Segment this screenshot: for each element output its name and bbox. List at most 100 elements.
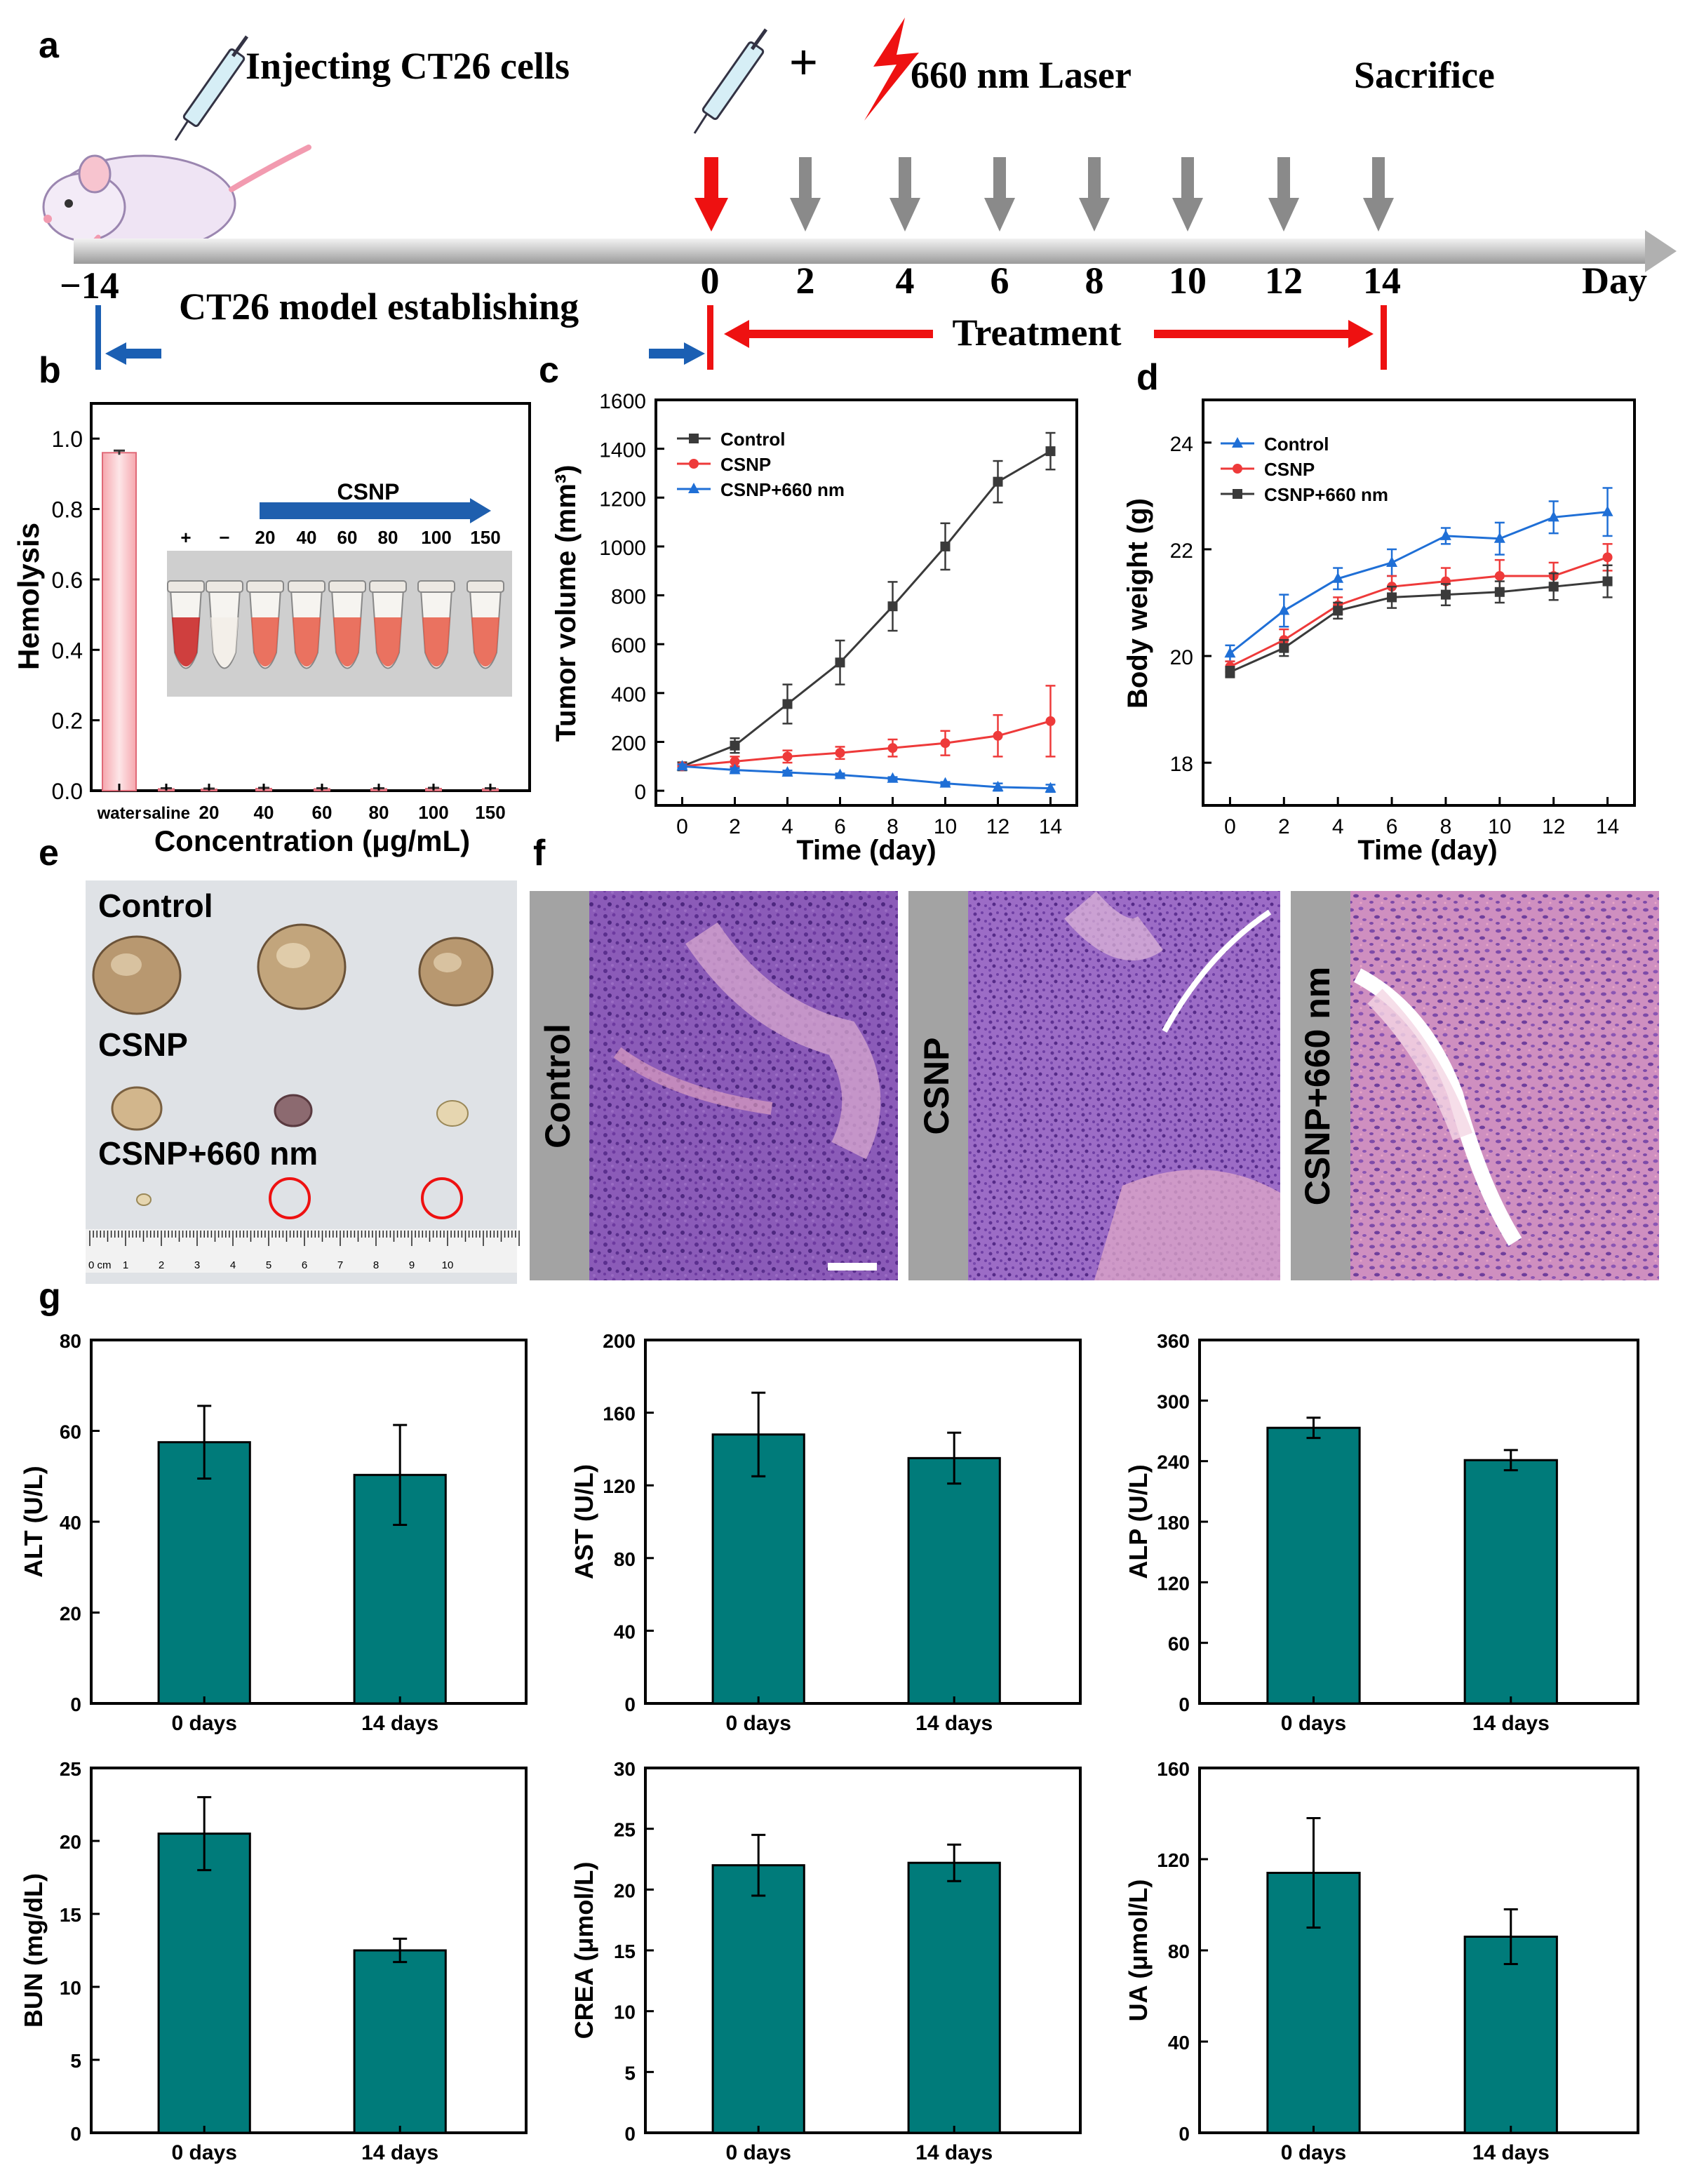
plot-g1: 0 20 40 60 80 0 days 14 days ALT (U/L) — [19, 1330, 528, 1735]
ylabel: BUN (mg/dL) — [19, 1873, 48, 2028]
legend-label: CSNP+660 nm — [1264, 484, 1388, 505]
panel-label-c: c — [539, 350, 559, 391]
panel-f: f Control CSNP CSNP+660 nm — [530, 833, 1659, 1280]
plot-c: 0 200 400 600 800 1000 1200 1400 1600 0 2 4 6 8 10 12 14… — [599, 390, 1062, 838]
data-point — [834, 768, 846, 779]
data-point — [887, 743, 898, 753]
tick-0: 0 — [701, 260, 720, 302]
treatment-label: Treatment — [953, 311, 1122, 354]
data-point — [1494, 570, 1505, 581]
tube-label: 80 — [378, 527, 398, 548]
ruler-number: 2 — [159, 1259, 164, 1271]
xtick-label: 14 — [1039, 815, 1062, 838]
xtick-label: 14 days — [1472, 2141, 1550, 2164]
plus-sign: + — [789, 34, 818, 89]
data-point — [1602, 576, 1613, 587]
tube-label: 100 — [421, 527, 451, 548]
data-point — [992, 780, 1004, 791]
xtick-label: 6 — [834, 815, 846, 838]
tube-cap — [206, 580, 243, 593]
ytick-label: 0.4 — [52, 638, 83, 663]
histology-csnp: CSNP — [908, 891, 1280, 1280]
series-line-Control — [1229, 511, 1608, 655]
ytick-label: 360 — [1157, 1330, 1190, 1352]
ytick-label: 400 — [611, 683, 646, 706]
ytick-label: 0 — [70, 1694, 81, 1715]
photo-label-csnp660: CSNP+660 nm — [98, 1135, 318, 1172]
data-point — [1548, 582, 1559, 592]
tube-label: 150 — [470, 527, 500, 548]
xtick-label: 80 — [369, 802, 389, 823]
data-point — [1386, 556, 1398, 567]
ytick-label: 10 — [60, 1977, 81, 1999]
ytick-label: 180 — [1157, 1512, 1190, 1534]
tick-4: 4 — [896, 260, 915, 302]
tube-liquid — [210, 617, 239, 666]
panel-label-b: b — [39, 350, 61, 391]
panel-label-f: f — [533, 833, 546, 873]
xtick-label: 2 — [1278, 815, 1290, 838]
dose-arrows — [790, 157, 1394, 232]
ruler-number: 9 — [409, 1259, 415, 1271]
data-point — [1387, 592, 1397, 603]
tick-8: 8 — [1085, 260, 1104, 302]
ytick-label: 1200 — [599, 488, 646, 511]
ylabel: UA (μmol/L) — [1124, 1880, 1153, 2022]
sacrifice-label: Sacrifice — [1354, 54, 1495, 96]
xlabel-b: Concentration (μg/mL) — [154, 824, 470, 857]
xtick-label: 0 — [676, 815, 688, 838]
histology-control: Control — [530, 891, 898, 1280]
data-point — [1278, 604, 1290, 615]
ytick-label: 1600 — [599, 390, 646, 413]
ytick-label: 15 — [614, 1941, 636, 1962]
tube-liquid — [422, 617, 450, 666]
ytick-label: 18 — [1170, 753, 1193, 776]
ruler-number: 8 — [373, 1259, 379, 1271]
legend-marker — [1232, 437, 1243, 448]
panel-a: a Injecting CT26 cells + 660 nm Laser — [39, 18, 1677, 370]
data-point — [730, 756, 740, 767]
data-point — [1439, 529, 1451, 540]
data-point — [1279, 643, 1289, 653]
tube-liquid — [293, 617, 321, 666]
plot-frame — [644, 1767, 1082, 2134]
tube-cap — [328, 580, 366, 593]
inject-label: Injecting CT26 cells — [246, 45, 570, 87]
ylabel: ALT (U/L) — [19, 1466, 48, 1577]
ruler-number: 3 — [194, 1259, 200, 1271]
data-point — [676, 760, 688, 771]
xtick-label: 8 — [887, 815, 899, 838]
ytick-label: 0 — [70, 2123, 81, 2145]
panel-b: b 0.0 0.2 0.4 0.6 0.8 1.0 water saline 20 40 60 80… — [12, 350, 531, 857]
histology-label-control: Control — [538, 1024, 577, 1148]
data-point — [1602, 505, 1613, 516]
ytick-label: 60 — [1168, 1633, 1190, 1655]
xtick-label: 2 — [729, 815, 741, 838]
scale-bar — [828, 1263, 877, 1271]
plot-g2: 0 40 80 120 160 200 0 days 14 days AST (U/L) — [570, 1330, 1082, 1735]
panel-c: c 0 200 400 600 800 1000 1200 1400 1600 0 2 4 6 8 10 12… — [539, 350, 1078, 866]
photo-label-control: Control — [98, 887, 213, 924]
bar-0 days — [1266, 1426, 1361, 1705]
syringe-icon — [174, 35, 249, 141]
legend-marker — [689, 459, 699, 469]
xtick-label: 4 — [1332, 815, 1344, 838]
plot-frame — [90, 1767, 528, 2134]
ytick-label: 25 — [614, 1819, 636, 1841]
plot-frame-c — [654, 398, 1078, 807]
ytick-label: 300 — [1157, 1391, 1190, 1412]
bar-14 days — [353, 1949, 447, 2134]
data-point — [940, 541, 951, 551]
xtick-label: 10 — [1488, 815, 1511, 838]
series-line-Control — [681, 450, 1052, 768]
ytick-label: 40 — [60, 1512, 81, 1534]
bar-14 days — [907, 1456, 1001, 1705]
ytick-label: 40 — [614, 1621, 636, 1642]
legend-marker — [689, 434, 699, 443]
bar-0 days — [711, 1864, 805, 2134]
ylabel-d: Body weight (g) — [1122, 498, 1153, 709]
ytick-label: 200 — [603, 1330, 636, 1352]
ytick-label: 5 — [624, 2062, 636, 2084]
series-line-CSNP+660 nm — [1229, 580, 1608, 674]
